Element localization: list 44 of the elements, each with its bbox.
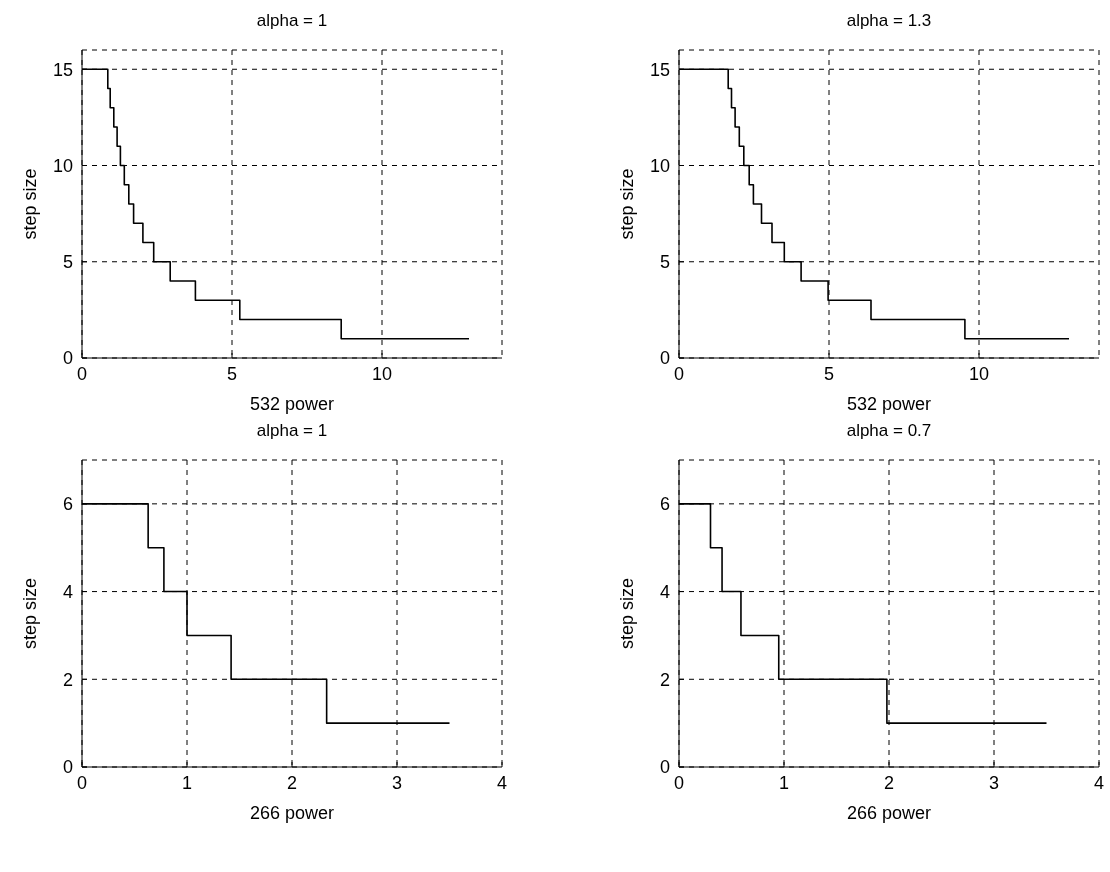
x-tick-label: 2 — [883, 772, 895, 793]
x-tick-label: 3 — [988, 772, 1000, 793]
x-tick-label: 0 — [673, 363, 685, 384]
y-tick-label: 4 — [62, 581, 73, 602]
x-tick-label: 5 — [226, 363, 238, 384]
chart-title: alpha = 1 — [256, 421, 328, 440]
chart-title: alpha = 0.7 — [846, 421, 932, 440]
x-tick-label: 1 — [778, 772, 790, 793]
chart-title: alpha = 1 — [256, 11, 328, 30]
y-tick-label: 15 — [649, 59, 670, 80]
y-tick-label: 10 — [52, 155, 73, 176]
x-tick-label: 5 — [823, 363, 835, 384]
y-tick-label: 0 — [659, 757, 670, 778]
x-tick-label: 0 — [76, 363, 88, 384]
x-tick-label: 4 — [496, 772, 508, 793]
y-tick-label: 5 — [62, 252, 73, 273]
y-axis-title: step size — [20, 577, 41, 650]
y-axis-title: step size — [20, 168, 41, 240]
x-axis-title: 532 power — [249, 394, 335, 414]
x-tick-label: 3 — [391, 772, 403, 793]
y-tick-label: 10 — [649, 155, 670, 176]
y-axis-title: step size — [617, 577, 638, 650]
x-tick-label: 10 — [371, 363, 393, 384]
y-tick-label: 0 — [62, 757, 73, 778]
y-tick-label: 4 — [659, 581, 670, 602]
x-tick-label: 1 — [181, 772, 193, 793]
x-axis-title: 266 power — [249, 803, 335, 823]
y-tick-label: 0 — [659, 348, 670, 369]
x-tick-label: 10 — [968, 363, 990, 384]
y-tick-label: 0 — [62, 348, 73, 369]
y-axis-title: step size — [617, 168, 638, 240]
x-tick-label: 2 — [286, 772, 298, 793]
x-axis-title: 266 power — [846, 803, 932, 823]
x-tick-label: 0 — [76, 772, 88, 793]
y-tick-label: 6 — [62, 494, 73, 515]
y-tick-label: 6 — [659, 494, 670, 515]
x-axis-title: 532 power — [846, 394, 932, 414]
y-tick-label: 5 — [659, 252, 670, 273]
x-tick-label: 4 — [1093, 772, 1105, 793]
y-tick-label: 2 — [62, 669, 73, 690]
x-tick-label: 0 — [673, 772, 685, 793]
y-tick-label: 15 — [52, 59, 73, 80]
y-tick-label: 2 — [659, 669, 670, 690]
chart-title: alpha = 1.3 — [846, 11, 932, 30]
